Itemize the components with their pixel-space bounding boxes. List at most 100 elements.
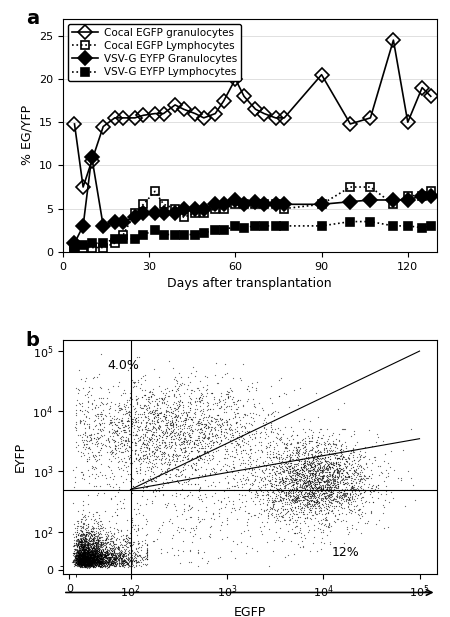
Point xyxy=(80,548,87,558)
Point xyxy=(92,526,99,536)
Point xyxy=(81,556,88,566)
Point xyxy=(75,553,82,563)
Point xyxy=(78,552,86,561)
Point xyxy=(189,436,196,446)
Point xyxy=(138,386,145,395)
Point xyxy=(184,407,192,416)
Point xyxy=(93,557,100,566)
Point xyxy=(260,458,267,468)
Point xyxy=(137,445,144,455)
VSV-G EYFP Granulocytes xyxy=(319,201,324,208)
Point xyxy=(79,555,86,565)
Point xyxy=(316,473,324,482)
Point xyxy=(79,543,86,553)
Point xyxy=(185,485,192,495)
Point xyxy=(146,436,153,445)
Point xyxy=(70,551,77,561)
Point xyxy=(177,445,184,455)
Point xyxy=(90,532,97,542)
Point xyxy=(303,460,310,470)
Point xyxy=(114,440,122,450)
Point xyxy=(273,452,280,462)
Point xyxy=(108,558,116,568)
Point xyxy=(91,557,99,567)
Point xyxy=(292,478,299,488)
Point xyxy=(81,550,88,560)
Point xyxy=(289,508,296,518)
Point xyxy=(309,490,316,500)
Point xyxy=(97,542,104,552)
Point xyxy=(80,552,87,561)
Point xyxy=(82,416,89,426)
Point xyxy=(358,473,365,482)
Point xyxy=(110,539,117,549)
Point xyxy=(78,550,85,560)
Point xyxy=(83,560,90,570)
Point xyxy=(72,523,79,533)
Point xyxy=(326,457,333,467)
Point xyxy=(200,446,207,456)
Point xyxy=(356,476,363,486)
Point xyxy=(196,446,203,456)
Point xyxy=(338,503,346,513)
Point xyxy=(326,439,333,449)
Point xyxy=(352,477,359,487)
Point xyxy=(108,559,115,569)
Point xyxy=(181,477,188,487)
Point xyxy=(90,539,97,549)
Point xyxy=(292,486,300,495)
Point xyxy=(81,547,88,557)
Point xyxy=(94,542,102,552)
Point xyxy=(143,548,150,558)
Point xyxy=(291,477,298,487)
Point xyxy=(337,444,344,453)
Point xyxy=(148,475,155,485)
Point xyxy=(132,417,139,427)
Point xyxy=(85,551,92,561)
Point xyxy=(92,550,99,560)
Point xyxy=(107,559,114,569)
Point xyxy=(83,543,90,553)
Point xyxy=(188,447,195,457)
Point xyxy=(143,445,150,455)
Point xyxy=(90,542,97,552)
Point xyxy=(321,471,328,481)
Point xyxy=(293,515,301,524)
Point xyxy=(255,512,262,522)
Point xyxy=(106,462,113,472)
Point xyxy=(223,519,230,529)
Point xyxy=(307,481,315,491)
Point xyxy=(239,441,247,450)
Point xyxy=(112,436,119,446)
Point xyxy=(162,469,169,479)
Point xyxy=(79,553,86,563)
Point xyxy=(158,408,165,418)
Point xyxy=(283,489,290,499)
Point xyxy=(404,466,411,476)
Point xyxy=(327,475,334,485)
Point xyxy=(90,557,98,566)
Point xyxy=(153,486,160,496)
Point xyxy=(202,391,210,400)
Point xyxy=(288,466,295,476)
Point xyxy=(306,482,313,492)
Point xyxy=(156,421,163,431)
Point xyxy=(306,483,314,493)
Point xyxy=(145,465,152,474)
Point xyxy=(98,547,105,557)
Point xyxy=(295,437,302,447)
Point xyxy=(81,539,89,549)
Point xyxy=(282,443,289,453)
Point xyxy=(73,554,80,564)
Point xyxy=(96,551,103,561)
Point xyxy=(81,555,88,565)
Point xyxy=(103,534,110,544)
Point xyxy=(125,532,132,542)
Point xyxy=(231,436,239,446)
Point xyxy=(73,560,80,570)
Point xyxy=(93,548,100,558)
Point xyxy=(336,491,343,500)
Point xyxy=(127,386,134,396)
Point xyxy=(225,492,232,502)
Point xyxy=(308,456,315,466)
